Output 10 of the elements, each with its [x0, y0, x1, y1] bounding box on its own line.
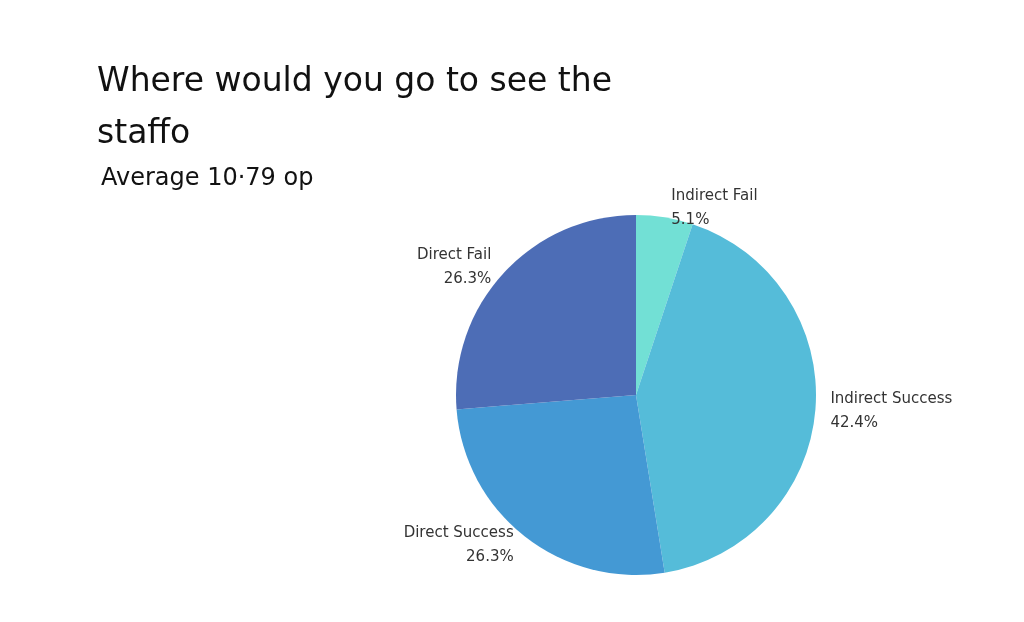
chart-title: Where would you go to see the staffo — [97, 59, 623, 151]
data-label: 5.1% — [671, 210, 710, 229]
slice-label: Direct Fail — [416, 245, 492, 264]
data-label: 26.3% — [466, 547, 514, 566]
slice-label: Indirect Fail — [671, 186, 758, 205]
slice-label: Direct Success — [403, 523, 514, 542]
data-label: 26.3% — [443, 269, 492, 288]
data-label: 42.4% — [830, 413, 879, 432]
slice-label: Indirect Success — [830, 389, 953, 408]
text: Average 10·79 op — [101, 163, 314, 191]
